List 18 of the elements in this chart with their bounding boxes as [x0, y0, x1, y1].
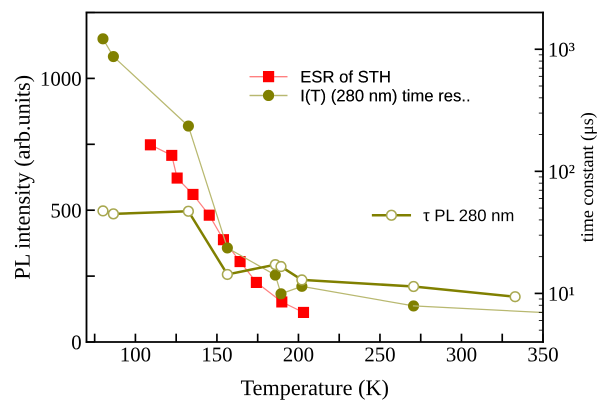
- x-tick-label: 350: [528, 347, 558, 362]
- x-tick-label: 100: [122, 347, 150, 362]
- x-tick-label: 300: [446, 347, 476, 362]
- x-tick-label: 250: [365, 347, 395, 362]
- y-tick-label: 500: [52, 204, 81, 218]
- y2-axis-title: time constant (μs): [580, 113, 597, 242]
- y2-tick-label: 10²: [550, 164, 574, 179]
- legend-label: I(T) (280 nm) time res..: [302, 89, 470, 105]
- y-tick-label: 0: [72, 335, 81, 350]
- legend-label: τ PL 280 nm: [423, 209, 514, 222]
- y2-tick-label: 10¹: [550, 286, 574, 301]
- y2-tick-label: 10³: [550, 42, 575, 57]
- x-tick-label: 200: [284, 347, 314, 362]
- y-axis-title: PL intensity (arb.units): [14, 76, 34, 279]
- x-tick-label: 150: [203, 347, 232, 362]
- x-axis-title: Temperature (K): [240, 380, 388, 400]
- legend-label: ESR of STH: [302, 70, 390, 83]
- y-tick-label: 1000: [42, 72, 81, 86]
